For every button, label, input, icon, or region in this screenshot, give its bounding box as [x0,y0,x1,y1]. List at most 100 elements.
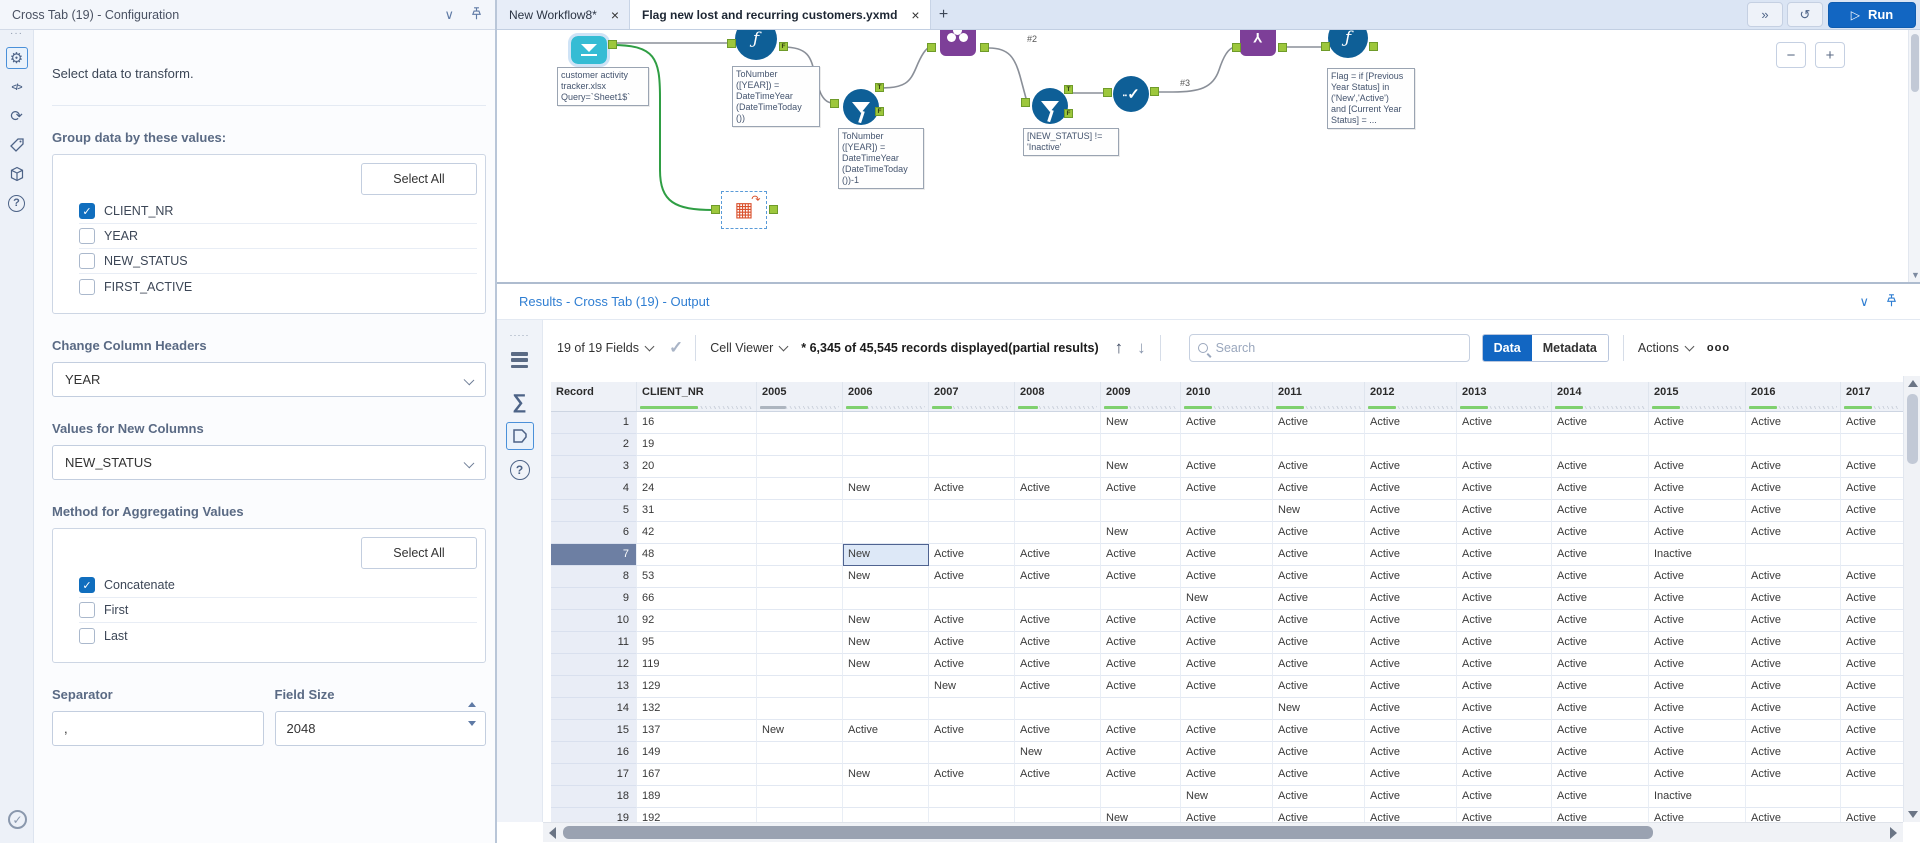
horizontal-scrollbar[interactable] [543,822,1903,842]
record-number-cell[interactable]: 15 [551,720,637,742]
scroll-down-icon[interactable]: ▼ [1911,270,1920,280]
table-cell[interactable]: Active [1181,720,1273,742]
layout-list-icon[interactable] [506,346,534,374]
vertical-scrollbar[interactable] [1903,376,1920,822]
input-anchor[interactable] [1232,43,1241,52]
table-cell[interactable]: Active [1552,588,1649,610]
table-cell[interactable]: 42 [637,522,757,544]
table-cell[interactable] [1552,434,1649,456]
table-cell[interactable]: New [843,764,929,786]
workflow-canvas[interactable]: customer activity tracker.xlsx Query=`Sh… [497,30,1920,282]
table-cell[interactable]: Active [1841,632,1904,654]
table-cell[interactable]: Active [1746,720,1841,742]
checkbox[interactable]: ✓ [79,203,95,219]
table-cell[interactable]: Active [1181,764,1273,786]
run-button[interactable]: ▷ Run [1828,1,1916,28]
table-cell[interactable] [929,412,1015,434]
table-cell[interactable] [757,676,843,698]
results-search[interactable] [1188,334,1470,362]
fields-dropdown[interactable]: 19 of 19 Fields [557,341,655,355]
column-header[interactable]: 2013 [1457,382,1552,411]
collapse-chevron-icon[interactable]: ∨ [1859,293,1869,309]
table-cell[interactable]: Active [1273,412,1365,434]
table-cell[interactable]: Active [1746,478,1841,500]
table-cell[interactable]: Active [1552,786,1649,808]
table-cell[interactable] [757,764,843,786]
table-cell[interactable] [1015,434,1101,456]
table-cell[interactable] [929,434,1015,456]
table-cell[interactable]: Active [1015,676,1101,698]
table-cell[interactable] [929,742,1015,764]
checkbox[interactable] [79,627,95,644]
record-number-cell[interactable]: 19 [551,808,637,822]
table-cell[interactable] [757,808,843,822]
table-cell[interactable]: Active [1273,786,1365,808]
package-icon[interactable] [6,163,28,185]
scroll-right-icon[interactable] [1890,827,1897,839]
close-icon[interactable]: × [911,6,920,23]
formula-tool-icon[interactable]: ƒ [1328,30,1368,58]
table-cell[interactable]: Active [929,478,1015,500]
table-cell[interactable]: Active [1101,478,1181,500]
aggregation-item[interactable]: First [79,598,477,623]
table-cell[interactable]: 48 [637,544,757,566]
table-cell[interactable]: Active [1746,500,1841,522]
table-cell[interactable]: Active [1181,478,1273,500]
table-cell[interactable]: 189 [637,786,757,808]
strip-drag-handle[interactable]: ····· [509,330,530,340]
table-cell[interactable]: Active [1015,720,1101,742]
table-cell[interactable]: Active [1746,456,1841,478]
metadata-tab[interactable]: Metadata [1531,335,1608,361]
table-cell[interactable]: Inactive [1649,786,1746,808]
actions-dropdown[interactable]: Actions [1638,341,1695,355]
table-cell[interactable]: New [1101,456,1181,478]
scrollbar-thumb[interactable] [1911,34,1919,92]
input-anchor[interactable] [830,99,839,108]
filter-tool-icon[interactable] [843,89,879,125]
table-cell[interactable]: Active [1649,610,1746,632]
table-cell[interactable]: Active [1649,632,1746,654]
record-number-cell[interactable]: 8 [551,566,637,588]
scroll-top-button[interactable]: ↑ [1114,338,1124,357]
table-cell[interactable] [1101,500,1181,522]
scroll-bottom-button[interactable]: ↓ [1137,338,1146,357]
table-cell[interactable]: Active [1101,654,1181,676]
table-cell[interactable]: Active [1015,566,1101,588]
pin-icon[interactable] [1885,293,1898,310]
more-toolbar-button[interactable]: » [1747,2,1783,27]
table-cell[interactable]: Active [1841,610,1904,632]
table-cell[interactable]: Active [1273,588,1365,610]
checkbox[interactable] [79,602,95,618]
table-cell[interactable]: Active [1101,632,1181,654]
tool-annotation[interactable]: Flag = if [Previous Year Status] in ('Ne… [1327,68,1415,129]
table-cell[interactable]: Active [1841,588,1904,610]
table-cell[interactable] [1365,434,1457,456]
table-cell[interactable]: Active [1181,566,1273,588]
record-number-cell[interactable]: 17 [551,764,637,786]
table-cell[interactable]: Active [1841,500,1904,522]
table-cell[interactable]: Active [1841,742,1904,764]
table-cell[interactable]: Active [1365,412,1457,434]
zoom-out-button[interactable]: − [1776,42,1806,68]
table-cell[interactable]: Active [1365,456,1457,478]
table-cell[interactable] [1101,588,1181,610]
column-header[interactable]: 2011 [1273,382,1365,411]
column-header[interactable]: 2017 [1841,382,1904,411]
table-cell[interactable]: Active [1273,522,1365,544]
table-cell[interactable]: Active [1552,456,1649,478]
table-cell[interactable] [929,698,1015,720]
table-cell[interactable]: 53 [637,566,757,588]
column-header[interactable]: 2016 [1746,382,1841,411]
table-cell[interactable]: 149 [637,742,757,764]
history-button[interactable]: ↺ [1787,2,1823,27]
table-cell[interactable]: Active [1841,566,1904,588]
aggregation-item[interactable]: ✓ Concatenate [79,573,477,598]
tag-icon[interactable] [6,134,28,156]
input-data-tool-icon[interactable] [568,33,610,67]
checkbox[interactable] [79,253,95,269]
table-cell[interactable]: Active [1649,698,1746,720]
table-cell[interactable]: Active [929,632,1015,654]
table-cell[interactable] [843,588,929,610]
record-number-cell[interactable]: 6 [551,522,637,544]
table-cell[interactable] [843,456,929,478]
